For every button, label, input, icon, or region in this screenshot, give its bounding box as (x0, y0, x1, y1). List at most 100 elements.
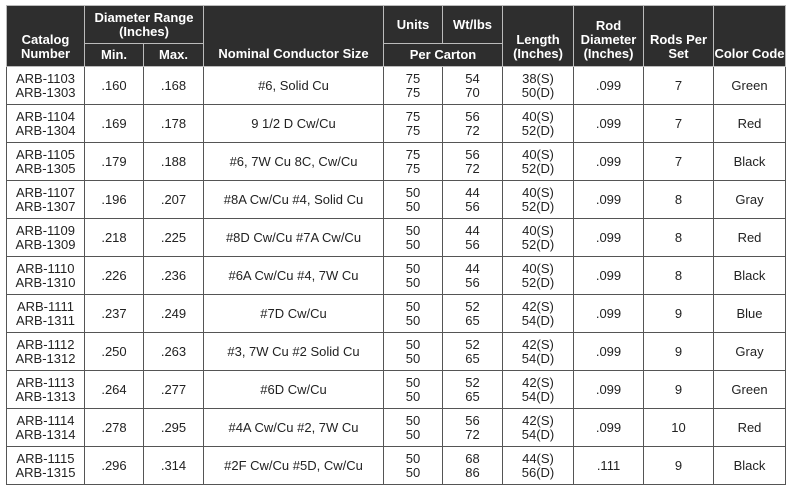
rods-cell: 8 (643, 180, 714, 219)
length-cell-line: 54(D) (521, 312, 555, 328)
catalog-cell-line: ARB-1103 (15, 70, 75, 86)
length-cell-line: 38(S) (522, 70, 554, 86)
header-length: Length (Inches) (502, 5, 574, 67)
units-cell-line: 50 (405, 260, 421, 276)
units-cell-line: 50 (405, 374, 421, 390)
conductor-cell: #6, 7W Cu 8C, Cw/Cu (203, 142, 384, 181)
table-row: ARB-1107 ARB-1307.196.207 #8A Cw/Cu #4, So… (6, 180, 786, 219)
length-cell-line: 52(D) (521, 274, 555, 290)
min-cell: .169 (84, 104, 144, 143)
catalog-cell-line: ARB-1314 (15, 426, 76, 442)
units-cell-line: 75 (405, 108, 421, 124)
weight-cell-line: 72 (465, 122, 480, 138)
rods-cell: 8 (643, 218, 714, 257)
weight-cell: 44 56 (442, 218, 503, 257)
length-cell-line: 40(S) (522, 260, 554, 276)
weight-cell-line: 44 (465, 184, 480, 200)
color-cell: Blue (713, 294, 786, 333)
color-cell: Red (713, 218, 786, 257)
units-cell: 75 75 (383, 66, 443, 105)
weight-cell-line: 86 (465, 464, 480, 480)
catalog-cell: ARB-1110 ARB-1310 (6, 256, 85, 295)
min-cell: .160 (84, 66, 144, 105)
catalog-cell-line: ARB-1104 (15, 108, 75, 124)
catalog-cell-line: ARB-1305 (15, 160, 76, 176)
length-cell-line: 50(D) (521, 84, 555, 100)
weight-cell-line: 52 (465, 298, 480, 314)
units-cell: 50 50 (383, 370, 443, 409)
min-cell: .218 (84, 218, 144, 257)
rods-cell: 9 (643, 332, 714, 371)
units-cell-line: 75 (405, 146, 421, 162)
catalog-cell-line: ARB-1109 (15, 222, 75, 238)
header-wt: Wt/lbs (442, 5, 503, 44)
rod-diameter-cell: .099 (573, 66, 644, 105)
length-cell: 40(S) 52(D) (502, 180, 574, 219)
units-cell-line: 50 (405, 236, 421, 252)
rod-diameter-cell: .099 (573, 408, 644, 447)
table-row: ARB-1109 ARB-1309 .218.225 #8D Cw/Cu #7A Cw… (6, 218, 786, 257)
header-diameter-range: Diameter Range (Inches) (84, 5, 204, 44)
length-cell-line: 42(S) (522, 374, 554, 390)
catalog-cell: ARB-1105 ARB-1305 (6, 142, 85, 181)
units-cell: 50 50 (383, 446, 443, 485)
units-cell-line: 50 (405, 388, 421, 404)
weight-cell-line: 68 (465, 450, 480, 466)
weight-cell-line: 72 (465, 426, 480, 442)
min-cell: .226 (84, 256, 144, 295)
conductor-cell: #6, Solid Cu (203, 66, 384, 105)
units-cell-line: 50 (405, 298, 421, 314)
units-cell-line: 50 (405, 426, 421, 442)
catalog-cell-line: ARB-1309 (15, 236, 76, 252)
conductor-cell: #8D Cw/Cu #7A Cw/Cu (203, 218, 384, 257)
weight-cell: 68 86 (442, 446, 503, 485)
weight-cell: 56 72 (442, 104, 503, 143)
weight-cell: 44 56 (442, 180, 503, 219)
weight-cell-line: 72 (465, 160, 480, 176)
max-cell: .249 (143, 294, 204, 333)
units-cell-line: 50 (405, 274, 421, 290)
header-units: Units (383, 5, 443, 44)
length-cell-line: 54(D) (521, 426, 555, 442)
rod-diameter-cell: .111 (573, 446, 644, 485)
max-cell: .314 (143, 446, 204, 485)
catalog-cell-line: ARB-1310 (15, 274, 76, 290)
length-cell: 40(S) 52(D) (502, 218, 574, 257)
units-cell: 50 50 (383, 256, 443, 295)
min-cell: .278 (84, 408, 144, 447)
weight-cell: 52 65 (442, 370, 503, 409)
units-cell-line: 75 (405, 84, 421, 100)
conductor-cell: #7D Cw/Cu (203, 294, 384, 333)
color-cell: Green (713, 66, 786, 105)
min-cell: .264 (84, 370, 144, 409)
weight-cell: 52 65 (442, 294, 503, 333)
table-row: ARB-1111 ARB-1311.237.249 #7D Cw/Cu 50 50 52 6… (6, 294, 786, 333)
weight-cell: 44 56 (442, 256, 503, 295)
length-cell-line: 52(D) (521, 160, 555, 176)
conductor-cell: #8A Cw/Cu #4, Solid Cu (203, 180, 384, 219)
rod-diameter-cell: .099 (573, 218, 644, 257)
weight-cell-line: 70 (465, 84, 480, 100)
length-cell-line: 40(S) (522, 146, 554, 162)
units-cell-line: 50 (405, 184, 421, 200)
header-max: Max. (143, 43, 204, 67)
units-cell-line: 75 (405, 70, 421, 86)
catalog-cell-line: ARB-1311 (15, 312, 75, 328)
max-cell: .225 (143, 218, 204, 257)
catalog-cell: ARB-1103 ARB-1303 (6, 66, 85, 105)
catalog-cell-line: ARB-1313 (15, 388, 76, 404)
catalog-cell: ARB-1112 ARB-1312 (6, 332, 85, 371)
table-row: ARB-1115 ARB-1315.296.314 #2F Cw/Cu #5D, C… (6, 446, 786, 485)
conductor-cell: #2F Cw/Cu #5D, Cw/Cu (203, 446, 384, 485)
color-cell: Gray (713, 180, 786, 219)
rods-cell: 8 (643, 256, 714, 295)
max-cell: .188 (143, 142, 204, 181)
length-cell: 42(S) 54(D) (502, 294, 574, 333)
table-row: ARB-1110 ARB-1310.226.236 #6A Cw/Cu #4, 7W… (6, 256, 786, 295)
max-cell: .277 (143, 370, 204, 409)
length-cell-line: 42(S) (522, 412, 554, 428)
weight-cell-line: 56 (465, 412, 480, 428)
header-rods: Rods Per Set (643, 5, 714, 67)
catalog-cell-line: ARB-1112 (16, 336, 75, 352)
length-cell-line: 40(S) (522, 108, 554, 124)
